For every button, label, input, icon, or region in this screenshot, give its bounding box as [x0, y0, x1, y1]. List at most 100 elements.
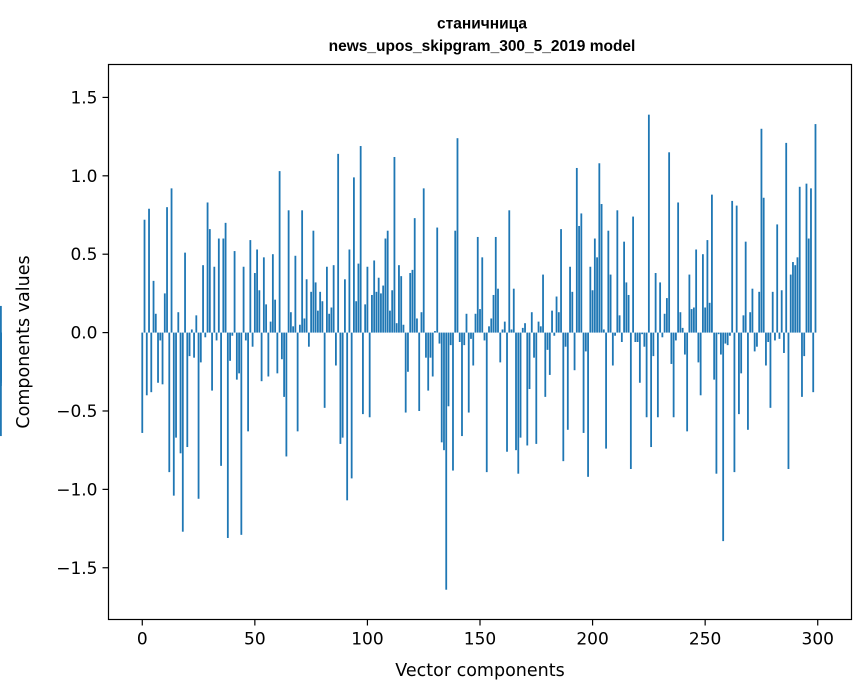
bar-157	[494, 236, 497, 333]
bar-87	[337, 153, 340, 333]
bar-126	[425, 332, 427, 358]
bar-231	[661, 332, 664, 338]
bar-111	[391, 290, 394, 333]
bar-281	[774, 332, 776, 341]
bar-61	[278, 171, 281, 333]
bar-56	[267, 332, 270, 377]
bar-278	[767, 332, 770, 342]
bar-273	[756, 332, 758, 347]
bar-279	[769, 332, 772, 408]
bar-48	[249, 240, 252, 333]
bar-10	[163, 293, 166, 333]
bar-130	[434, 331, 436, 333]
bar-77	[314, 282, 317, 333]
bar-34	[217, 238, 220, 333]
bar-89	[341, 332, 344, 438]
bar-69	[296, 332, 299, 432]
bar-138	[452, 332, 454, 471]
bar-219	[634, 332, 637, 342]
bar-264	[735, 205, 738, 333]
bar-298	[812, 332, 815, 393]
bar-103	[373, 260, 376, 333]
bar-13	[170, 188, 173, 333]
bar-11	[166, 207, 168, 333]
bar-188	[564, 332, 567, 347]
bar-37	[224, 222, 227, 333]
bar-294	[803, 332, 806, 357]
bar-174	[533, 332, 535, 358]
bar-187	[562, 332, 565, 462]
bar-214	[623, 241, 625, 333]
bars-group	[0, 114, 817, 590]
bar-125	[422, 188, 425, 333]
x-tick-label: 150	[464, 630, 496, 650]
bar-114	[398, 265, 400, 333]
bar-97	[359, 146, 362, 333]
bar-222	[641, 332, 644, 335]
bar-164	[510, 329, 513, 333]
bar-291	[796, 257, 799, 333]
bar-80	[321, 301, 324, 333]
bar-221	[638, 332, 641, 383]
bar-285	[783, 332, 785, 353]
bar-161	[503, 321, 506, 333]
bar-117	[404, 332, 407, 413]
bar-5	[152, 280, 155, 333]
bar-27	[202, 265, 204, 333]
bar-175	[535, 332, 538, 444]
bar-235	[670, 332, 673, 364]
bar-192	[573, 332, 576, 371]
bar-18	[181, 332, 184, 532]
bar-268	[744, 241, 747, 333]
bar-248	[699, 332, 702, 396]
bar-263	[733, 332, 736, 473]
bar-292	[798, 186, 801, 333]
bar-181	[548, 332, 551, 375]
bar-119	[409, 273, 412, 333]
bar-127	[427, 332, 430, 391]
bar-72	[303, 318, 306, 333]
bar-54	[262, 257, 265, 333]
bar-172	[528, 332, 531, 390]
bar-286	[785, 142, 788, 333]
bar-213	[620, 332, 623, 342]
bar-189	[566, 332, 569, 430]
bar-165	[512, 288, 515, 333]
bar-60	[276, 332, 279, 374]
bar-78	[316, 310, 319, 333]
bar-195	[580, 213, 583, 333]
bar-146	[470, 332, 472, 339]
x-tick-label: 100	[351, 630, 383, 650]
bar-35	[220, 332, 222, 466]
bar-115	[400, 276, 403, 333]
bar-101	[368, 332, 371, 418]
bar-47	[247, 332, 249, 432]
bar-100	[366, 266, 369, 333]
bar-223	[643, 332, 646, 347]
bar-65	[287, 210, 290, 333]
bar-135	[445, 332, 448, 590]
bar-124	[420, 312, 423, 333]
bar-196	[582, 332, 585, 433]
bar-38	[226, 332, 229, 538]
bar-51	[256, 249, 258, 333]
bar-116	[402, 324, 405, 333]
x-axis-label: Vector components	[395, 661, 564, 681]
bar-40	[231, 332, 234, 336]
bar-154	[488, 326, 490, 333]
bar-225	[647, 114, 650, 333]
bar-241	[683, 332, 686, 355]
bar-243	[688, 274, 691, 333]
bar-212	[618, 315, 621, 333]
bar-230	[659, 282, 662, 333]
bar-150	[479, 309, 481, 333]
bar-202	[596, 257, 598, 333]
bar-159	[499, 332, 502, 363]
bar-186	[560, 229, 562, 333]
bar-185	[557, 312, 560, 333]
bar-227	[652, 332, 655, 357]
bar-240	[681, 327, 684, 333]
bar-93	[350, 332, 353, 479]
bar-151	[481, 257, 484, 333]
bar-265	[738, 332, 740, 415]
